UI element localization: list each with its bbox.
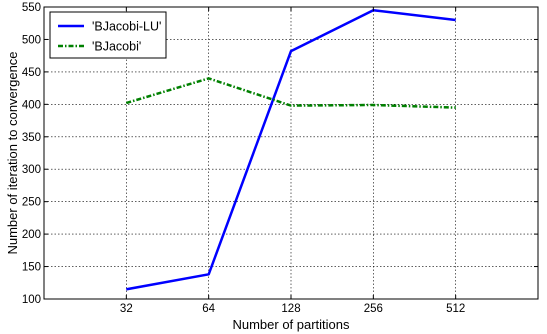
series-line-1: [125, 77, 456, 109]
legend-box: [49, 11, 167, 59]
series-line-0: [126, 8, 456, 291]
axis-ticks: 32 64 128 256 512 100 150 200 250 300 350 400 450 500…: [22, 2, 538, 315]
x-tick-label: 512: [446, 303, 465, 315]
legend-label-bjacobi-lu: 'BJacobi-LU': [92, 20, 161, 34]
y-tick-label: 450: [22, 67, 41, 79]
x-tick-label: 64: [202, 303, 215, 315]
x-tick-label: 128: [281, 303, 300, 315]
y-tick-label: 350: [22, 132, 41, 144]
y-tick-label: 200: [22, 229, 41, 241]
legend-label-bjacobi: 'BJacobi': [92, 40, 141, 54]
legend: 'BJacobi-LU' 'BJacobi': [49, 11, 167, 59]
x-tick-label: 32: [120, 303, 133, 315]
y-tick-label: 250: [22, 197, 41, 209]
x-axis-label: Number of partitions: [232, 317, 350, 332]
x-tick-label: 256: [364, 303, 383, 315]
y-axis-label: Number of iteration to convergence: [5, 51, 20, 254]
y-tick-label: 400: [22, 99, 41, 111]
y-tick-label: 100: [22, 294, 41, 306]
y-tick-label: 500: [22, 34, 41, 46]
y-tick-label: 300: [22, 164, 41, 176]
y-tick-label: 150: [22, 262, 41, 274]
series-lines: [125, 8, 456, 291]
y-tick-label: 550: [22, 2, 41, 14]
